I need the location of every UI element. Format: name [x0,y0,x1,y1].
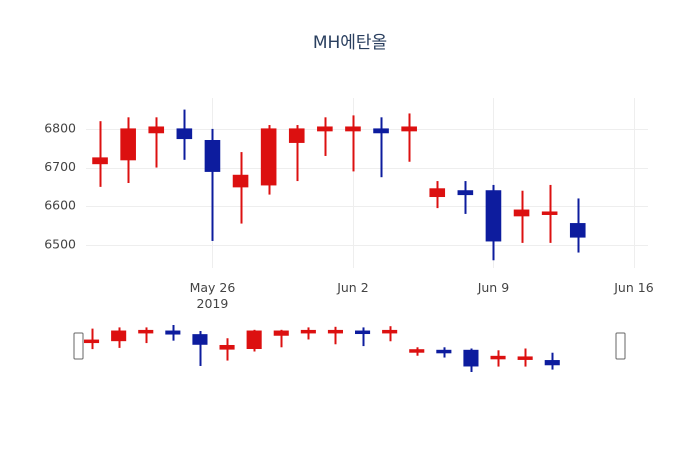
candle-body [176,128,193,140]
rangeslider-candlestick [300,327,316,340]
y-axis-tick-labels: 6500 6600 6700 6800 [44,120,76,251]
rangeslider-candlestick [192,331,208,366]
candlestick[interactable] [513,190,530,243]
rangeslider-candlestick [165,325,181,341]
rangeslider-candlestick [544,352,560,370]
rangeslider-candle-body [517,356,533,360]
rangeslider-candlestick [436,347,452,358]
candlestick[interactable] [204,128,221,241]
y-axis-tick-label: 6500 [44,236,76,251]
candle-body [485,190,502,242]
rangeslider-candle-body [138,329,154,334]
candlestick[interactable] [485,184,502,261]
rangeslider-candlestick [355,327,371,347]
candlestick[interactable] [92,121,108,187]
candle-body [429,188,446,198]
y-axis-tick-label: 6700 [44,159,76,174]
rangeslider-candle-body [165,330,181,335]
x-axis-tick-label: Jun 16 [613,280,653,295]
candlestick[interactable] [401,113,417,162]
candle-body [232,174,249,188]
rangeslider-candlestick [246,329,262,352]
candle-body [317,126,333,132]
rangeslider-track[interactable] [78,321,620,380]
rangeslider-candlestick [84,328,100,350]
rangeslider-candle-body [355,330,371,335]
candlestick[interactable] [429,181,446,209]
candlestick[interactable] [457,181,474,214]
rangeslider-candle-body [382,329,398,334]
rangeslider-candle-body [111,330,127,342]
candlestick[interactable] [373,117,389,178]
rangeslider-candle-body [327,329,343,334]
rangeslider-handle-right[interactable] [615,332,626,360]
candlestick[interactable] [345,115,361,172]
rangeslider-candlestick [409,347,425,356]
rangeslider-candle-body [192,334,208,345]
candlestick[interactable] [148,117,165,168]
rangeslider-candle-body [84,339,100,344]
candlestick[interactable] [120,117,136,183]
candle-body [373,128,389,134]
rangeslider-candlestick [490,350,506,367]
rangeslider-candle-body [490,355,506,360]
candle-body [288,128,305,143]
rangeslider-candle-body [463,349,479,367]
candle-body [541,211,558,215]
x-axis-tick-label: Jun 2 [336,280,368,295]
rangeslider-candle-body [409,349,425,353]
rangeslider-candlestick [138,327,154,344]
rangeslider-candlestick [517,348,533,367]
rangeslider-candlestick [382,326,398,342]
rangeslider-candlestick [111,327,127,348]
candle-body [204,140,221,172]
rangeslider-candle-body [219,344,235,350]
candlestick[interactable] [232,152,249,224]
candle-body [120,128,136,161]
candle-body [148,126,165,134]
rangeslider-candle-body [436,349,452,354]
candlestick[interactable] [288,125,305,182]
rangeslider[interactable] [73,321,626,380]
candle-body [260,128,277,186]
rangeslider-candlestick [463,348,479,372]
candlestick[interactable] [260,125,277,195]
rangeslider-candle-body [300,329,316,334]
candles-layer [92,109,586,261]
candle-body [513,209,530,217]
candlestick[interactable] [541,184,558,243]
candlestick[interactable] [317,117,333,156]
rangeslider-candle-body [246,330,262,349]
chart-title: MH에탄올 [312,33,388,53]
candlestick[interactable] [176,109,193,160]
rangeslider-candlestick [327,326,343,345]
candlestick[interactable] [569,198,586,253]
y-axis-tick-label: 6600 [44,198,76,213]
candle-body [401,126,417,132]
y-axis-tick-label: 6800 [44,120,76,135]
candle-body [569,223,586,238]
rangeslider-handle-left[interactable] [73,332,84,360]
rangeslider-candle-body [273,330,289,336]
grid-layer [86,129,648,246]
x-axis-tick-label: May 26 [190,280,236,295]
candle-body [457,190,474,196]
rangeslider-candlestick [273,329,289,348]
candle-body [92,157,108,165]
candle-body [345,126,361,132]
rangeslider-candle-body [544,360,560,366]
rangeslider-candlestick [219,338,235,361]
x-axis-tick-sublabel: 2019 [197,296,229,311]
x-axis-tick-label: Jun 9 [477,280,510,295]
